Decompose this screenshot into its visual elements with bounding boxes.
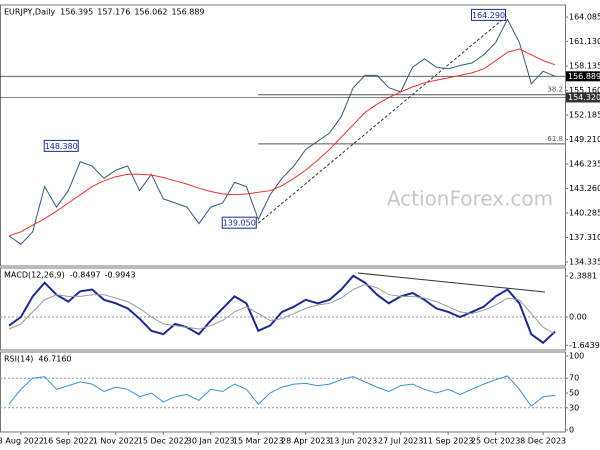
y-tick-label: 134.335 [569,258,600,267]
y-tick-label: 70 [569,374,579,383]
y-tick-label: 0 [569,426,574,435]
series-line [8,18,556,245]
panel-title: EURJPY,Daily [4,8,55,17]
x-tick-label: 30 Jan 2023 [187,437,235,446]
header-value: -0.9943 [105,271,136,280]
price-tag [566,71,600,82]
y-tick-label: 155.160 [569,86,600,95]
panel-frame [0,351,566,433]
x-tick-label: 1 Nov 2022 [93,437,139,446]
annotation-label: 139.050 [223,219,256,228]
series-line [8,375,556,408]
x-tick-label: 15 Dec 2022 [138,437,189,446]
header-value: 157.176 [97,8,130,17]
x-tick-label: 13 Jun 2023 [329,437,377,446]
header-value: -0.8497 [70,271,101,280]
panel-title: MACD(12,26,9) [4,271,65,280]
y-tick-label: 2.3881 [569,272,597,281]
series-line [8,283,556,335]
y-tick-label: 30 [569,403,579,412]
divergence-line [357,272,546,293]
y-tick-label: 164.085 [569,13,600,22]
panel-frame [0,4,566,267]
price-tag [566,92,600,103]
header-value: 156.395 [60,8,93,17]
annotation-label: 164.290 [472,11,505,20]
price-tag-label: 154.320 [568,93,600,102]
series-line [8,274,556,345]
y-tick-label: 143.260 [569,184,600,193]
x-tick-label: 15 Mar 2023 [233,437,284,446]
y-tick-label: 137.310 [569,233,600,242]
annotation-box [471,8,507,21]
x-tick-label: 27 Jul 2023 [378,437,423,446]
x-tick-label: 16 Sep 2022 [43,437,94,446]
fib-label: 61.8 [547,135,563,143]
x-tick-label: 11 Sep 2023 [423,437,474,446]
annotation-box [221,216,257,229]
x-tick-label: 8 Dec 2023 [520,437,566,446]
trend-line [257,14,508,224]
x-tick-label: 3 Aug 2022 [0,437,44,446]
fib-label: 38.2 [547,86,563,94]
y-tick-label: 158.135 [569,62,600,71]
watermark: ActionForex.com [387,187,553,211]
price-tag-label: 156.889 [568,72,600,81]
x-tick-label: 28 Apr 2023 [281,437,330,446]
y-tick-label: 100 [569,351,584,360]
y-tick-label: -1.6439 [569,341,600,350]
y-tick-label: 161.130 [569,37,600,46]
y-tick-label: 0.00 [569,313,587,322]
series-line [8,48,556,237]
panel-title: RSI(14) [4,355,33,364]
y-tick-label: 146.235 [569,160,600,169]
header-value: 156.889 [171,8,204,17]
header-value: 156.062 [134,8,167,17]
y-tick-label: 50 [569,388,579,397]
annotation-label: 148.380 [45,142,78,151]
panel-frame [0,267,566,351]
x-tick-label: 25 Oct 2023 [471,437,520,446]
y-tick-label: 140.285 [569,209,600,218]
y-tick-label: 149.210 [569,135,600,144]
y-tick-label: 152.185 [569,111,600,120]
header-value: 46.7160 [38,355,71,364]
annotation-box [43,139,79,152]
